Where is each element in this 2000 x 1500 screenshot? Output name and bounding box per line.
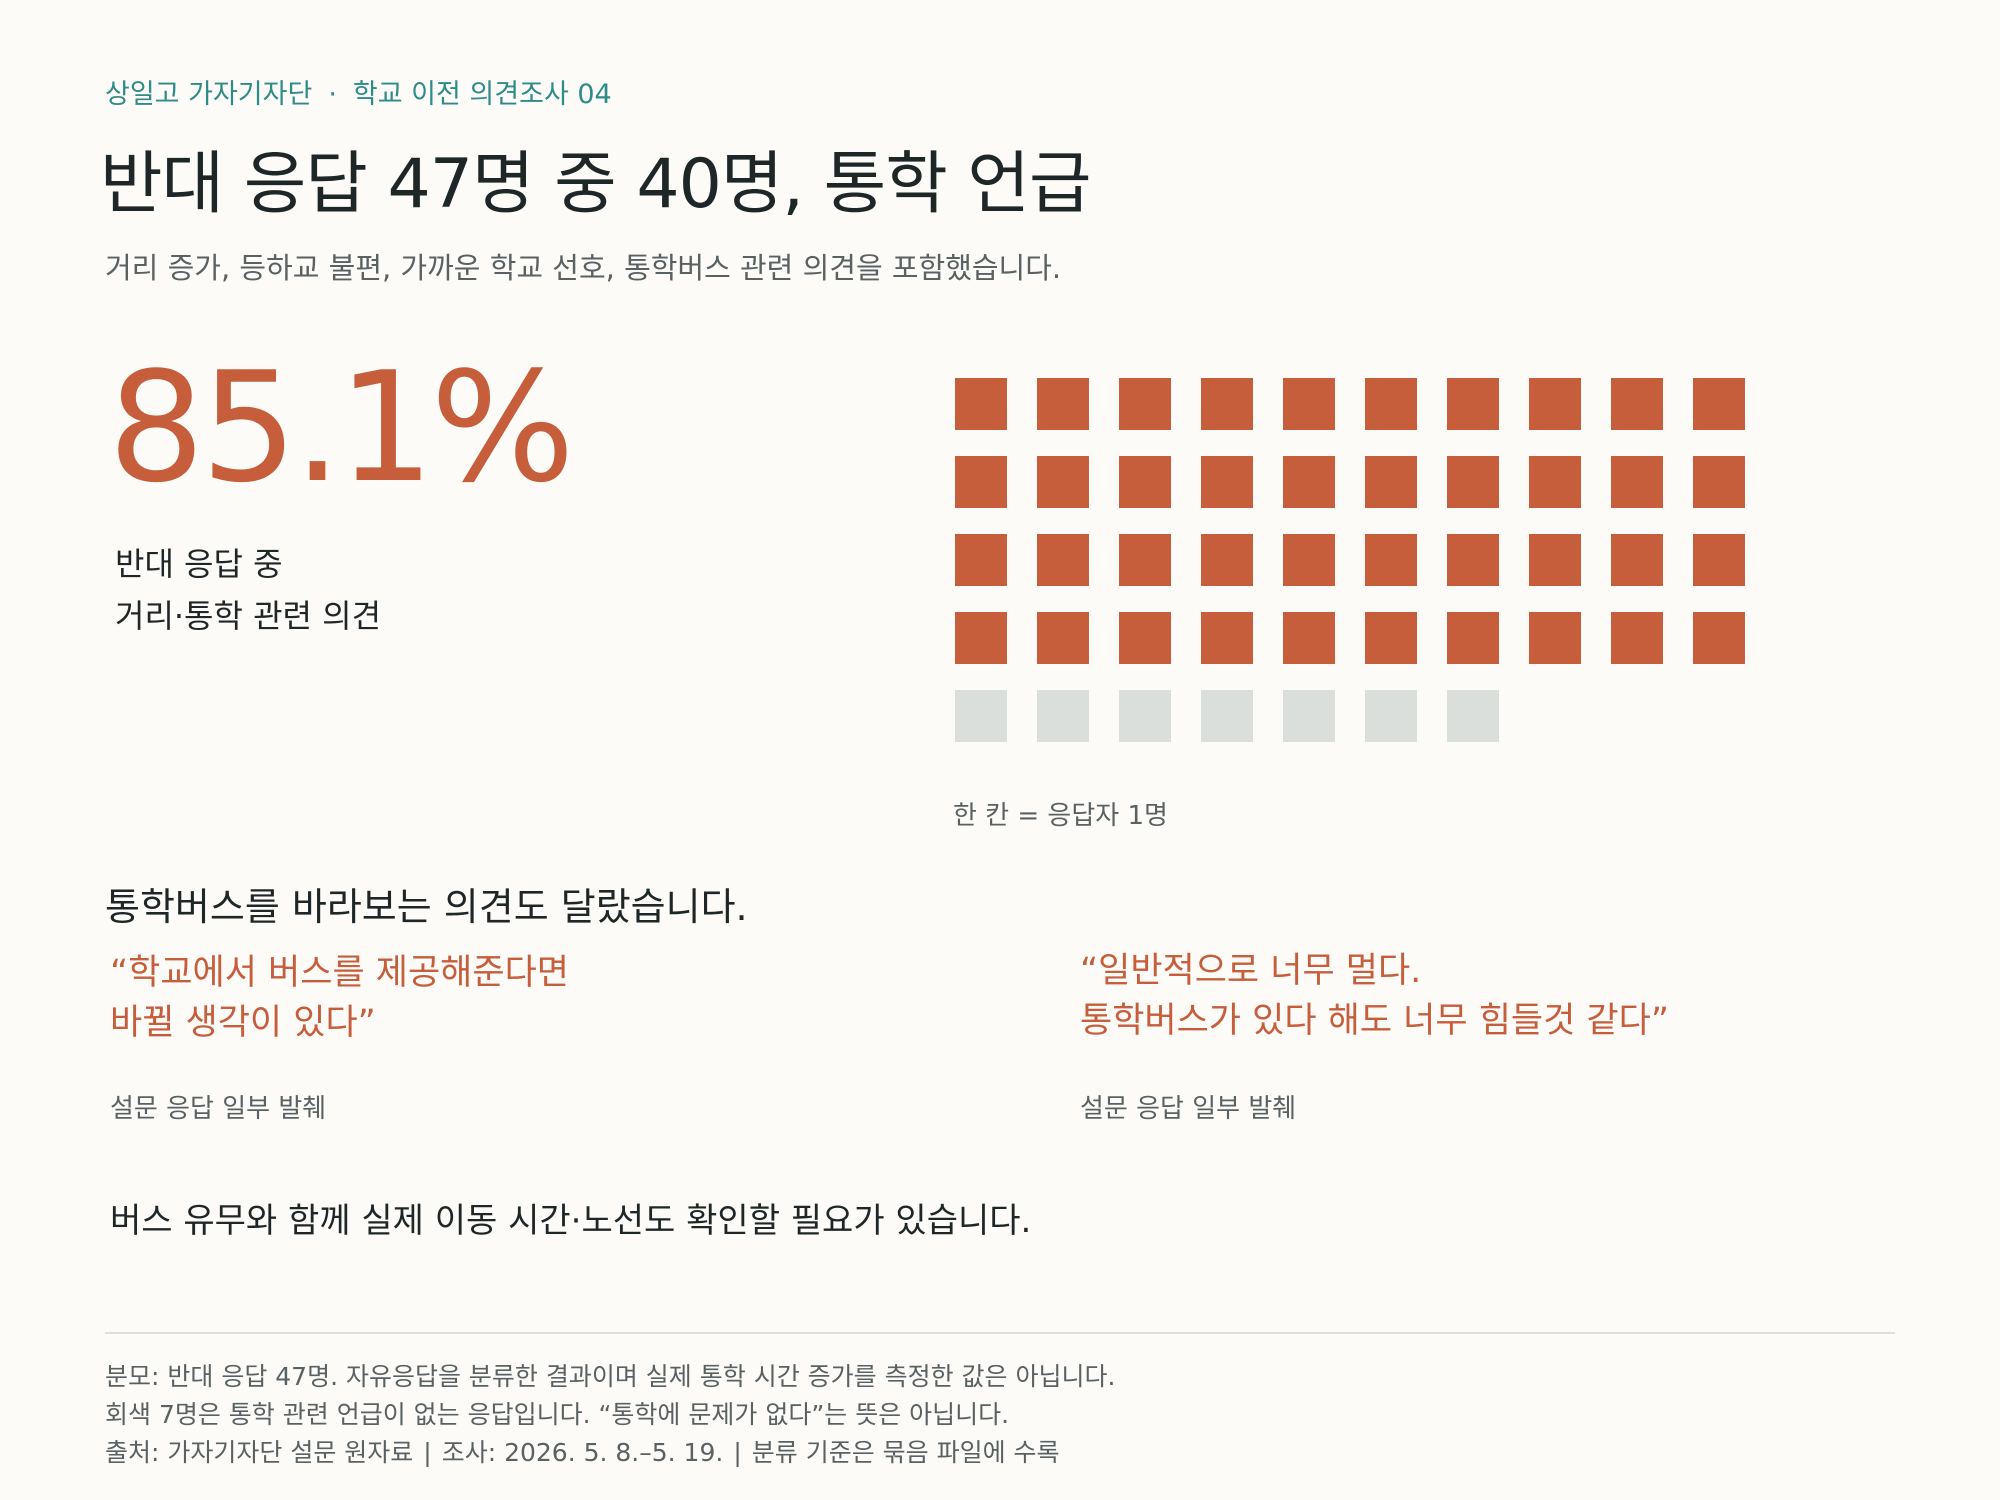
quote-2-line1: “일반적으로 너무 멀다. bbox=[1080, 951, 1422, 991]
waffle-cell-mentioned bbox=[955, 534, 1007, 586]
waffle-cell-mentioned bbox=[1365, 378, 1417, 430]
waffle-cell-not-mentioned bbox=[1119, 690, 1171, 742]
bus-section-heading: 통학버스를 바라보는 의견도 달랐습니다. bbox=[105, 885, 748, 929]
quote-1: “학교에서 버스를 제공해준다면 바뀔 생각이 있다” bbox=[110, 948, 870, 1048]
waffle-cell-mentioned bbox=[1447, 456, 1499, 508]
waffle-cell-mentioned bbox=[1283, 378, 1335, 430]
quote-1-line2: 바뀔 생각이 있다” bbox=[110, 1003, 376, 1043]
page-subtitle: 거리 증가, 등하교 불편, 가까운 학교 선호, 통학버스 관련 의견을 포함… bbox=[105, 251, 1062, 285]
quote-2: “일반적으로 너무 멀다. 통학버스가 있다 해도 너무 힘들것 같다” bbox=[1080, 946, 1840, 1046]
waffle-cell-mentioned bbox=[1693, 534, 1745, 586]
waffle-cell-mentioned bbox=[1037, 456, 1089, 508]
footer-divider bbox=[105, 1332, 1895, 1334]
footer-source: 출처: 가자기자단 설문 원자료 bbox=[105, 1438, 414, 1467]
highlight-percentage: 85.1% bbox=[108, 339, 575, 516]
waffle-cell-not-mentioned bbox=[1447, 690, 1499, 742]
highlight-label-line2: 거리·통학 관련 의견 bbox=[115, 597, 382, 635]
conclusion-text: 버스 유무와 함께 실제 이동 시간·노선도 확인할 필요가 있습니다. bbox=[110, 1201, 1032, 1241]
waffle-cell-not-mentioned bbox=[1037, 690, 1089, 742]
footer-note-denominator: 분모: 반대 응답 47명. 자유응답을 분류한 결과이며 실제 통학 시간 증… bbox=[105, 1362, 1116, 1391]
waffle-cell-mentioned bbox=[1201, 456, 1253, 508]
waffle-cell-mentioned bbox=[955, 456, 1007, 508]
waffle-cell-mentioned bbox=[1119, 378, 1171, 430]
waffle-cell-mentioned bbox=[1611, 456, 1663, 508]
waffle-cell-mentioned bbox=[955, 378, 1007, 430]
waffle-cell-mentioned bbox=[1693, 456, 1745, 508]
waffle-cell-mentioned bbox=[1201, 378, 1253, 430]
waffle-cell-mentioned bbox=[1119, 534, 1171, 586]
waffle-cell-mentioned bbox=[1037, 612, 1089, 664]
waffle-cell-mentioned bbox=[1201, 534, 1253, 586]
footer-classification-note: 분류 기준은 묶음 파일에 수록 bbox=[751, 1438, 1060, 1467]
waffle-cell-mentioned bbox=[1611, 612, 1663, 664]
kicker: 상일고 가자기자단 · 학교 이전 의견조사 04 bbox=[105, 72, 612, 111]
waffle-cell-mentioned bbox=[955, 612, 1007, 664]
waffle-chart bbox=[955, 378, 1745, 742]
waffle-cell-not-mentioned bbox=[955, 690, 1007, 742]
waffle-cell-mentioned bbox=[1037, 378, 1089, 430]
waffle-cell-mentioned bbox=[1201, 612, 1253, 664]
waffle-cell-mentioned bbox=[1611, 534, 1663, 586]
kicker-org: 상일고 가자기자단 bbox=[105, 79, 313, 110]
page-title: 반대 응답 47명 중 40명, 통학 언급 bbox=[100, 145, 1092, 224]
highlight-label-line1: 반대 응답 중 bbox=[115, 545, 283, 583]
waffle-cell-not-mentioned bbox=[1201, 690, 1253, 742]
waffle-cell-not-mentioned bbox=[1365, 690, 1417, 742]
kicker-series: 학교 이전 의견조사 04 bbox=[352, 79, 612, 110]
waffle-cell-mentioned bbox=[1529, 534, 1581, 586]
waffle-cell-mentioned bbox=[1283, 534, 1335, 586]
kicker-separator: · bbox=[328, 79, 337, 110]
waffle-cell-mentioned bbox=[1447, 612, 1499, 664]
quote-1-line1: “학교에서 버스를 제공해준다면 bbox=[110, 953, 569, 993]
footer-period: 조사: 2026. 5. 8.–5. 19. bbox=[441, 1438, 724, 1467]
waffle-cell-mentioned bbox=[1119, 456, 1171, 508]
waffle-cell-mentioned bbox=[1365, 612, 1417, 664]
waffle-cell-mentioned bbox=[1119, 612, 1171, 664]
quote-1-source: 설문 응답 일부 발췌 bbox=[110, 1094, 327, 1124]
waffle-cell-mentioned bbox=[1529, 612, 1581, 664]
waffle-cell-mentioned bbox=[1611, 378, 1663, 430]
waffle-cell-mentioned bbox=[1365, 456, 1417, 508]
waffle-cell-mentioned bbox=[1283, 456, 1335, 508]
waffle-cell-mentioned bbox=[1693, 612, 1745, 664]
waffle-unit-note: 한 칸 = 응답자 1명 bbox=[953, 801, 1168, 831]
waffle-cell-mentioned bbox=[1447, 378, 1499, 430]
waffle-cell-mentioned bbox=[1693, 378, 1745, 430]
waffle-cell-mentioned bbox=[1529, 378, 1581, 430]
footer-separator: | bbox=[733, 1438, 742, 1467]
waffle-cell-mentioned bbox=[1365, 534, 1417, 586]
footer-source-line: 출처: 가자기자단 설문 원자료 | 조사: 2026. 5. 8.–5. 19. |… bbox=[105, 1433, 1060, 1469]
quote-2-source: 설문 응답 일부 발췌 bbox=[1080, 1094, 1297, 1124]
waffle-cell-mentioned bbox=[1283, 612, 1335, 664]
waffle-cell-mentioned bbox=[1529, 456, 1581, 508]
footer-note-gray: 회색 7명은 통학 관련 언급이 없는 응답입니다. “통학에 문제가 없다”는… bbox=[105, 1400, 1010, 1429]
quote-2-line2: 통학버스가 있다 해도 너무 힘들것 같다” bbox=[1080, 1001, 1669, 1041]
waffle-cell-mentioned bbox=[1037, 534, 1089, 586]
footer-separator: | bbox=[423, 1438, 432, 1467]
highlight-label: 반대 응답 중 거리·통학 관련 의견 bbox=[115, 538, 715, 642]
waffle-cell-not-mentioned bbox=[1283, 690, 1335, 742]
waffle-cell-mentioned bbox=[1447, 534, 1499, 586]
